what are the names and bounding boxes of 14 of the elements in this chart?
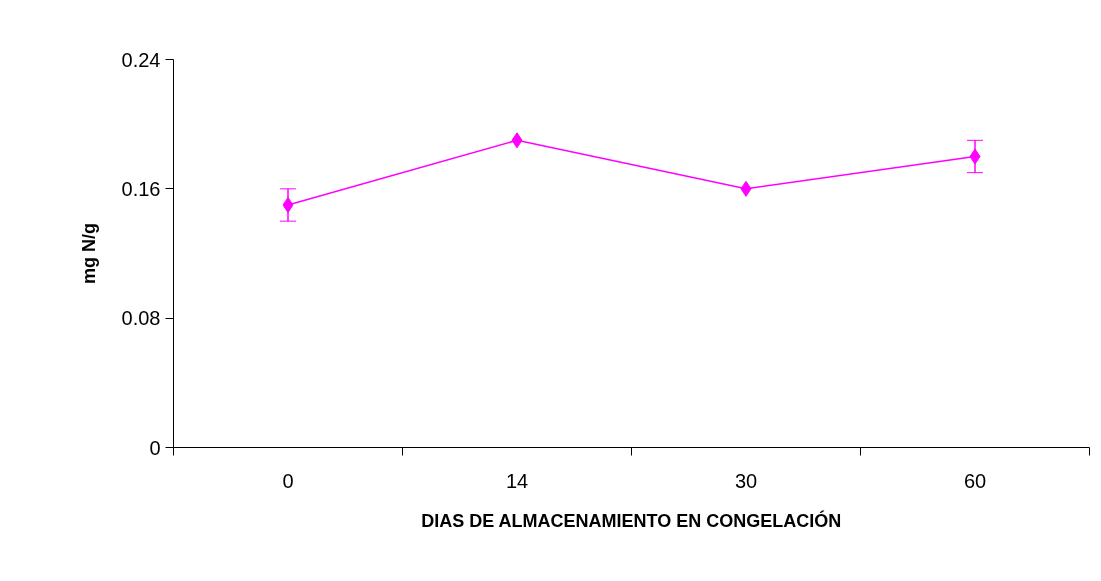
x-tick-label: 0: [282, 469, 294, 492]
point: [969, 148, 981, 165]
y-tick-label: 0.16: [121, 177, 161, 200]
x-tick-label: 60: [963, 469, 987, 492]
x-tick-label: 30: [734, 469, 758, 492]
y-axis-title: mg N/g: [78, 223, 99, 284]
x-tick-label: 14: [505, 469, 529, 492]
y-tick-label: 0.24: [121, 48, 161, 71]
y-tick-label: 0.08: [121, 307, 161, 330]
point: [282, 197, 294, 213]
y-tick-label: 0: [149, 436, 161, 459]
point: [740, 180, 752, 197]
point: [511, 132, 523, 149]
x-axis-title: DIAS DE ALMACENAMIENTO EN CONGELACIÓN: [421, 509, 842, 531]
